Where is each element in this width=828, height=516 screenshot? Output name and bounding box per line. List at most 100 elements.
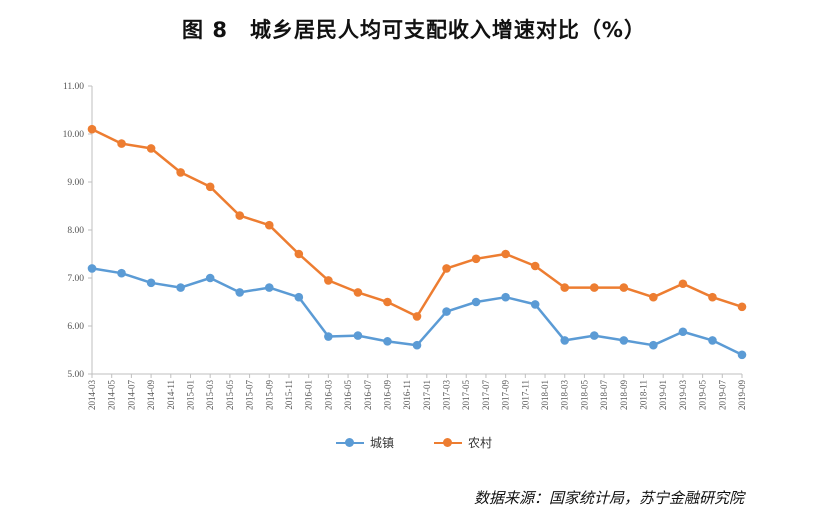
y-tick-label: 8.00 bbox=[67, 226, 84, 236]
x-tick-label: 2015-09 bbox=[264, 380, 274, 410]
x-tick-label: 2019-09 bbox=[737, 380, 747, 410]
x-tick-label: 2019-07 bbox=[717, 380, 727, 410]
data-point-urban bbox=[324, 332, 333, 341]
x-tick-label: 2015-11 bbox=[284, 380, 294, 410]
data-point-urban bbox=[501, 292, 510, 302]
x-tick-label: 2017-03 bbox=[442, 380, 452, 410]
data-point-urban bbox=[294, 292, 304, 302]
x-tick-label: 2018-05 bbox=[579, 380, 589, 410]
x-tick-label: 2019-05 bbox=[698, 380, 708, 410]
data-point-urban bbox=[442, 307, 451, 316]
data-point-rural bbox=[146, 144, 156, 153]
data-point-rural bbox=[589, 283, 599, 292]
data-point-urban bbox=[619, 336, 629, 345]
x-tick-label: 2016-03 bbox=[323, 380, 333, 410]
x-tick-label: 2014-09 bbox=[146, 380, 156, 410]
y-tick-label: 11.00 bbox=[63, 82, 84, 92]
data-point-rural bbox=[530, 261, 540, 271]
data-point-rural bbox=[708, 292, 717, 302]
data-point-rural bbox=[619, 283, 629, 292]
y-tick-labels: 5.00 6.00 7.00 8.00 9.00 10.00 11.00 bbox=[63, 82, 85, 380]
data-point-urban bbox=[264, 283, 274, 292]
data-point-urban bbox=[471, 297, 481, 307]
x-tick-label: 2016-09 bbox=[382, 380, 392, 410]
y-tick-label: 10.00 bbox=[63, 130, 85, 140]
data-point-urban bbox=[560, 336, 570, 345]
data-point-rural bbox=[649, 292, 658, 302]
data-point-urban bbox=[678, 327, 688, 337]
x-tick-label: 2017-05 bbox=[461, 380, 471, 410]
x-tick-label: 2015-07 bbox=[245, 380, 255, 410]
legend-swatch-urban bbox=[335, 437, 364, 449]
data-point-rural bbox=[353, 288, 363, 297]
data-point-urban bbox=[176, 283, 185, 292]
x-tick-labels: 2014-03 2014-05 2014-07 2014-09 2014-11 2015-… bbox=[87, 380, 747, 410]
data-point-rural bbox=[560, 283, 570, 292]
data-point-rural bbox=[87, 124, 97, 134]
x-tick-label: 2016-07 bbox=[363, 380, 373, 410]
x-tick-label: 2016-05 bbox=[343, 380, 353, 410]
data-point-rural bbox=[501, 249, 510, 259]
data-point-urban bbox=[383, 337, 392, 346]
y-tick-label: 6.00 bbox=[67, 322, 84, 332]
data-point-rural bbox=[678, 279, 688, 289]
legend-swatch-rural bbox=[434, 437, 462, 449]
x-tick-label: 2018-07 bbox=[599, 380, 609, 410]
data-point-urban bbox=[412, 340, 422, 350]
source-note: 数据来源：国家统计局，苏宁金融研究院 bbox=[473, 489, 744, 507]
x-tick-label: 2014-11 bbox=[166, 380, 176, 410]
series-line-rural bbox=[91, 128, 743, 318]
x-tick-label: 2014-07 bbox=[126, 380, 136, 410]
y-tick-label: 7.00 bbox=[67, 274, 84, 284]
data-point-urban bbox=[649, 340, 658, 350]
data-point-urban bbox=[235, 288, 245, 297]
legend-item-rural: 农村 bbox=[434, 434, 492, 451]
data-point-urban bbox=[353, 331, 363, 340]
data-point-urban bbox=[708, 336, 717, 345]
data-point-rural bbox=[471, 254, 481, 264]
legend: 城镇 农村 bbox=[0, 434, 828, 451]
chart-title: 图 8 城乡居民人均可支配收入增速对比（%） bbox=[182, 18, 646, 42]
x-tick-label: 2015-03 bbox=[205, 380, 215, 410]
x-tick-label: 2014-03 bbox=[87, 380, 97, 410]
data-point-urban bbox=[117, 268, 126, 278]
x-tick-label: 2018-01 bbox=[540, 380, 550, 410]
x-tick-label: 2016-01 bbox=[304, 380, 314, 410]
x-tick-label: 2018-09 bbox=[619, 380, 629, 410]
legend-label-urban: 城镇 bbox=[369, 436, 394, 450]
data-point-rural bbox=[737, 302, 747, 312]
data-point-rural bbox=[412, 312, 422, 321]
data-point-urban bbox=[205, 273, 215, 283]
legend-item-urban: 城镇 bbox=[335, 434, 394, 451]
y-tick-label: 5.00 bbox=[67, 370, 84, 380]
data-point-rural bbox=[383, 297, 392, 307]
data-point-rural bbox=[294, 249, 304, 259]
data-point-rural bbox=[324, 276, 333, 285]
x-tick-label: 2015-01 bbox=[185, 380, 195, 410]
x-tick-label: 2017-09 bbox=[501, 380, 511, 410]
x-tick-label: 2018-11 bbox=[639, 380, 649, 410]
x-tick-label: 2019-01 bbox=[658, 380, 668, 410]
x-tick-label: 2019-03 bbox=[678, 380, 688, 410]
data-point-rural bbox=[264, 220, 274, 230]
x-tick-label: 2017-11 bbox=[520, 380, 530, 410]
data-point-urban bbox=[530, 300, 540, 309]
legend-label-rural: 农村 bbox=[468, 436, 493, 450]
axes bbox=[88, 85, 743, 378]
x-tick-label: 2017-01 bbox=[422, 380, 432, 410]
data-point-rural bbox=[442, 264, 451, 273]
data-point-rural bbox=[176, 168, 185, 177]
series-points bbox=[87, 124, 747, 360]
data-point-urban bbox=[589, 331, 599, 340]
series-lines bbox=[91, 128, 743, 356]
x-tick-label: 2018-03 bbox=[560, 380, 570, 410]
data-point-rural bbox=[205, 182, 215, 192]
data-point-rural bbox=[235, 211, 245, 220]
data-point-urban bbox=[87, 264, 97, 273]
x-tick-label: 2014-05 bbox=[107, 380, 117, 410]
y-tick-label: 9.00 bbox=[67, 178, 84, 188]
x-tick-label: 2017-07 bbox=[481, 380, 491, 410]
data-point-urban bbox=[737, 350, 747, 360]
x-tick-label: 2015-05 bbox=[225, 380, 235, 410]
